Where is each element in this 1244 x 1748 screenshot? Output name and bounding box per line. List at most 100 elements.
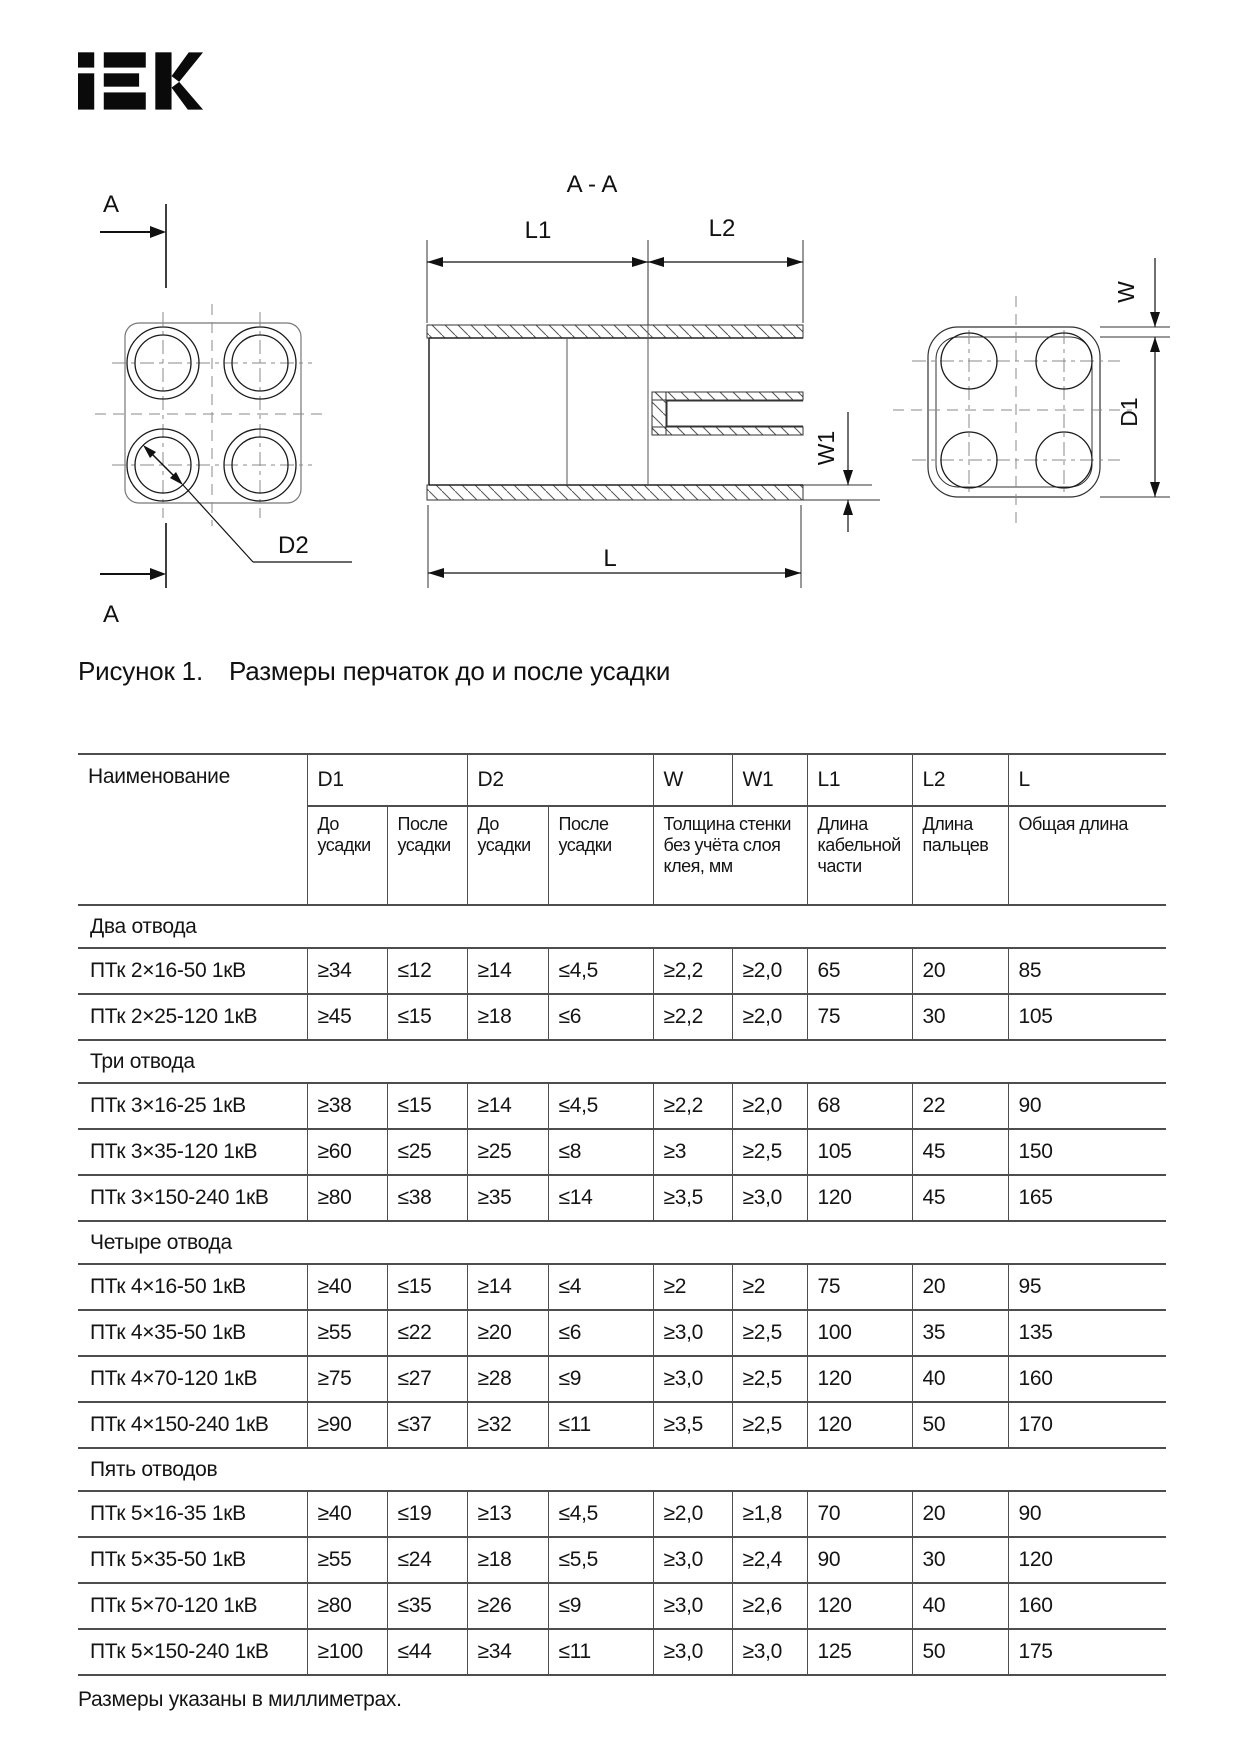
value-cell: ≥2,2: [652, 1082, 733, 1130]
value-cell: 20: [911, 947, 1009, 995]
value-cell: ≥2,0: [731, 1082, 808, 1130]
table-body: Два отвода ПТк 2×16-50 1кВ ≥34 ≤12 ≥14 ≤4,5 ≥2…: [78, 904, 1166, 1676]
product-name: ПТк 2×25-120 1кВ: [78, 993, 308, 1041]
l2-arrow-icon: [787, 257, 803, 267]
col-header-l1: L1: [806, 753, 913, 807]
value-cell: ≤25: [386, 1128, 468, 1176]
value-cell: ≤15: [386, 1263, 468, 1311]
value-cell: ≥3,0: [652, 1309, 733, 1357]
value-cell: 30: [911, 1536, 1009, 1584]
value-cell: ≤35: [386, 1582, 468, 1630]
right-section-view: W D1: [893, 258, 1170, 528]
value-cell: ≤19: [386, 1490, 468, 1538]
value-cell: ≥40: [306, 1490, 388, 1538]
col-subheader-cable-length: Длина кабельной части: [806, 805, 913, 906]
value-cell: ≤24: [386, 1536, 468, 1584]
value-cell: 50: [911, 1401, 1009, 1449]
value-cell: 165: [1007, 1174, 1166, 1222]
col-header-l2: L2: [911, 753, 1009, 807]
value-cell: ≥34: [306, 947, 388, 995]
value-cell: 45: [911, 1174, 1009, 1222]
product-row: ПТк 2×16-50 1кВ ≥34 ≤12 ≥14 ≤4,5 ≥2,2 ≥2,0 65 20…: [78, 947, 1166, 995]
l-arrow-icon: [428, 568, 444, 578]
value-cell: ≤8: [547, 1128, 654, 1176]
product-row: ПТк 5×150-240 1кВ ≥100 ≤44 ≥34 ≤11 ≥3,0 ≥3,0 12…: [78, 1628, 1166, 1676]
value-cell: ≥3,0: [652, 1628, 733, 1676]
group-row: Четыре отвода: [78, 1220, 1166, 1265]
section-view-title: A - A: [567, 171, 618, 198]
value-cell: 120: [806, 1582, 913, 1630]
w-label: W: [1113, 281, 1139, 303]
value-cell: ≤11: [547, 1628, 654, 1676]
col-subheader-d2-after: После усадки: [547, 805, 654, 906]
value-cell: ≤4: [547, 1263, 654, 1311]
left-section-view: A: [95, 191, 352, 628]
value-cell: ≤4,5: [547, 1082, 654, 1130]
value-cell: 120: [806, 1174, 913, 1222]
value-cell: ≥14: [466, 1263, 549, 1311]
group-row: Два отвода: [78, 904, 1166, 949]
product-row: ПТк 3×150-240 1кВ ≥80 ≤38 ≥35 ≤14 ≥3,5 ≥3,0 120…: [78, 1174, 1166, 1222]
value-cell: ≥2,5: [731, 1128, 808, 1176]
group-row: Три отвода: [78, 1039, 1166, 1084]
value-cell: ≤11: [547, 1401, 654, 1449]
d2-label: D2: [278, 532, 309, 559]
l1-arrow-icon: [427, 257, 443, 267]
figure-caption-text: Размеры перчаток до и после усадки: [228, 656, 671, 686]
col-header-name: Наименование: [78, 753, 308, 906]
value-cell: ≤4,5: [547, 947, 654, 995]
value-cell: 85: [1007, 947, 1166, 995]
product-name: ПТк 5×150-240 1кВ: [78, 1628, 308, 1676]
section-label-bottom: A: [103, 601, 119, 628]
value-cell: 120: [806, 1401, 913, 1449]
value-cell: ≤15: [386, 1082, 468, 1130]
col-subheader-d1-before: До усадки: [307, 805, 388, 906]
value-cell: ≥2,5: [731, 1355, 808, 1403]
value-cell: 175: [1007, 1628, 1166, 1676]
value-cell: ≥90: [306, 1401, 388, 1449]
value-cell: ≤9: [547, 1355, 654, 1403]
product-name: ПТк 4×35-50 1кВ: [78, 1309, 308, 1357]
group-label: Пять отводов: [78, 1447, 1166, 1492]
section-label-top: A: [103, 191, 119, 218]
group-label: Два отвода: [78, 904, 1166, 949]
shrunk-holes: [940, 332, 1093, 489]
product-name: ПТк 4×16-50 1кВ: [78, 1263, 308, 1311]
value-cell: 35: [911, 1309, 1009, 1357]
value-cell: 50: [911, 1628, 1009, 1676]
value-cell: ≥18: [466, 993, 549, 1041]
value-cell: 30: [911, 993, 1009, 1041]
value-cell: 90: [1007, 1490, 1166, 1538]
value-cell: 45: [911, 1128, 1009, 1176]
figure-caption: Рисунок 1. Размеры перчаток до и после ус…: [78, 656, 670, 687]
value-cell: 65: [806, 947, 913, 995]
value-cell: 70: [806, 1490, 913, 1538]
product-name: ПТк 3×35-120 1кВ: [78, 1128, 308, 1176]
col-subheader-total-length: Общая длина: [1007, 805, 1166, 906]
d1-arrow-icon: [1150, 337, 1160, 352]
iek-logo-icon: [78, 52, 204, 110]
value-cell: ≥38: [306, 1082, 388, 1130]
value-cell: ≤44: [386, 1628, 468, 1676]
product-row: ПТк 5×16-35 1кВ ≥40 ≤19 ≥13 ≤4,5 ≥2,0 ≥1,8 70 20…: [78, 1490, 1166, 1538]
product-row: ПТк 4×150-240 1кВ ≥90 ≤37 ≥32 ≤11 ≥3,5 ≥2,5 120…: [78, 1401, 1166, 1449]
product-row: ПТк 4×16-50 1кВ ≥40 ≤15 ≥14 ≤4 ≥2 ≥2 75 20 95: [78, 1263, 1166, 1311]
product-row: ПТк 2×25-120 1кВ ≥45 ≤15 ≥18 ≤6 ≥2,2 ≥2,0 75 30 1…: [78, 993, 1166, 1041]
value-cell: 120: [806, 1355, 913, 1403]
value-cell: 125: [806, 1628, 913, 1676]
product-name: ПТк 5×35-50 1кВ: [78, 1536, 308, 1584]
cable-holes: [126, 326, 297, 502]
value-cell: 120: [1007, 1536, 1166, 1584]
col-subheader-d2-before: До усадки: [466, 805, 549, 906]
value-cell: ≥3,0: [652, 1536, 733, 1584]
product-name: ПТк 3×150-240 1кВ: [78, 1174, 308, 1222]
value-cell: ≥45: [306, 993, 388, 1041]
value-cell: ≥18: [466, 1536, 549, 1584]
value-cell: ≥3,5: [652, 1401, 733, 1449]
value-cell: 40: [911, 1355, 1009, 1403]
value-cell: ≥2,2: [652, 947, 733, 995]
centerlines: [112, 312, 312, 518]
value-cell: ≥80: [306, 1174, 388, 1222]
value-cell: 90: [1007, 1082, 1166, 1130]
